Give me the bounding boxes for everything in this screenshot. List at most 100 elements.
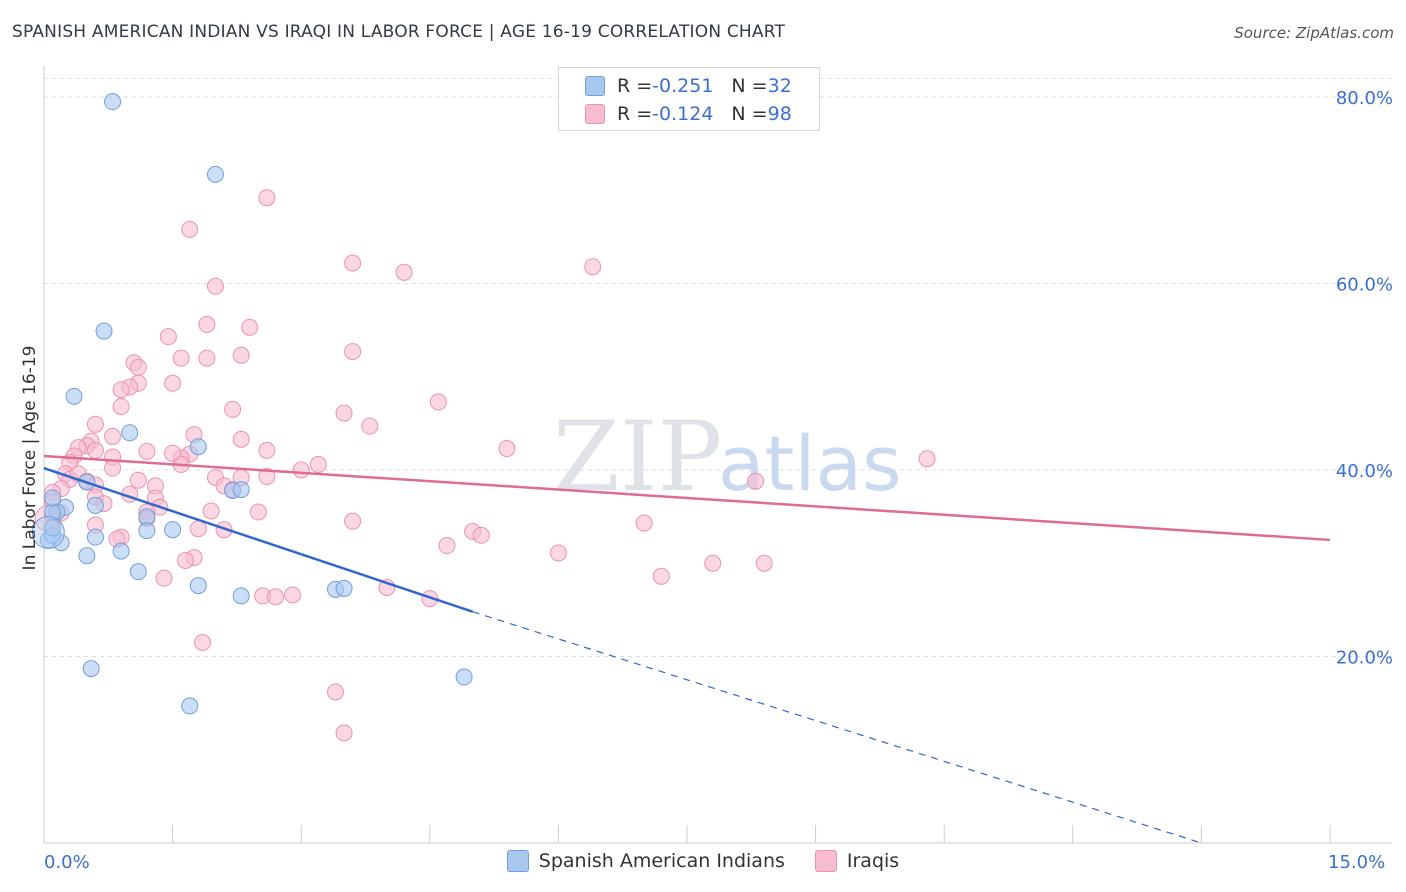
iraqis-point <box>747 472 765 490</box>
iraqis-point <box>189 520 207 538</box>
iraqis-point <box>181 220 199 238</box>
y-tick-label: 40.0% <box>1336 461 1393 482</box>
legend-n-label: N = <box>731 103 768 125</box>
spanish-american-indians-point <box>65 387 83 405</box>
iraqis-point <box>224 400 242 418</box>
spanish-american-indians-point <box>86 496 104 514</box>
iraqis-point <box>326 683 344 701</box>
iraqis-point <box>129 358 147 376</box>
axes <box>43 66 1392 844</box>
spanish-american-indians-trend-line <box>43 466 474 613</box>
iraqis-point <box>129 471 147 489</box>
series-legend: Spanish American Indians Iraqis <box>0 850 1406 872</box>
iraqis-point <box>112 381 130 399</box>
legend-r-value: -0.124 <box>652 103 714 125</box>
legend-r-label: R = <box>617 103 653 125</box>
iraqis-point <box>194 634 212 652</box>
watermark-atlas: atlas <box>718 419 902 508</box>
iraqis-point <box>198 316 216 334</box>
iraqis-point <box>292 461 310 479</box>
legend-row-iraqis: R = -0.124 N = 98 <box>585 101 792 127</box>
iraqis-point <box>258 468 276 486</box>
spanish-american-indians-point <box>138 522 156 540</box>
iraqis-point <box>918 450 936 468</box>
spanish-american-indians-point <box>112 542 130 560</box>
iraqis-point <box>164 444 182 462</box>
iraqis-point <box>344 254 362 272</box>
zipatlas-watermark: ZIP atlas <box>553 401 902 513</box>
iraqis-point <box>249 503 267 521</box>
source-credit: Source: ZipAtlas.com <box>1234 24 1394 42</box>
series-legend-item-spanish-american-indians: Spanish American Indians <box>506 850 785 872</box>
spanish-american-indians-point <box>82 660 100 678</box>
spanish-american-indians-point <box>455 668 473 686</box>
spanish-american-indians-point <box>121 424 139 442</box>
series-swatch-pink <box>814 850 837 872</box>
legend-n-value: 98 <box>767 103 792 125</box>
spanish-american-indians-point <box>44 489 62 507</box>
iraqis-point <box>335 404 353 422</box>
spanish-american-indians-point <box>104 93 122 111</box>
legend-n-value: 32 <box>767 75 792 97</box>
spanish-american-indians-point <box>86 528 104 546</box>
spanish-american-indians-points <box>31 93 473 715</box>
spanish-american-indians-point <box>129 563 147 581</box>
iraqis-point <box>138 442 156 460</box>
iraqis-point <box>164 374 182 392</box>
x-tick-label-max: 15.0% <box>1328 852 1386 873</box>
spanish-american-indians-point <box>232 587 250 605</box>
iraqis-point <box>498 440 516 458</box>
correlation-legend: R = -0.251 N = 32 R = -0.124 N = 98 <box>558 67 820 131</box>
iraqis-point <box>472 526 490 544</box>
iraqis-point <box>258 189 276 207</box>
watermark-zip: ZIP <box>553 401 722 513</box>
legend-n-label: N = <box>731 75 768 97</box>
series-legend-label: Spanish American Indians <box>538 850 785 872</box>
legend-swatch-pink <box>585 104 605 124</box>
iraqis-point <box>344 343 362 361</box>
iraqis-point <box>395 263 413 281</box>
legend-swatch-blue <box>585 76 605 96</box>
iraqis-point <box>86 415 104 433</box>
iraqis-point <box>172 349 190 367</box>
iraqis-point <box>335 724 353 742</box>
iraqis-point <box>284 586 302 604</box>
iraqis-point <box>549 544 567 562</box>
iraqis-point <box>232 430 250 448</box>
iraqis-point <box>361 417 379 435</box>
spanish-american-indians-point <box>78 547 96 565</box>
iraqis-point <box>104 459 122 477</box>
iraqis-point <box>155 569 173 587</box>
iraqis-point <box>202 502 220 520</box>
spanish-american-indians-point <box>95 322 113 340</box>
iraqis-point <box>241 318 259 336</box>
iraqis-point <box>309 455 327 473</box>
iraqis-point <box>704 554 722 572</box>
iraqis-point <box>258 441 276 459</box>
spanish-american-indians-point <box>232 481 250 499</box>
series-legend-label: Iraqis <box>846 850 900 872</box>
y-tick-label: 80.0% <box>1336 88 1393 109</box>
iraqis-point <box>635 514 653 532</box>
series-swatch-blue <box>506 850 529 872</box>
iraqis-point <box>438 537 456 555</box>
chart-title: SPANISH AMERICAN INDIAN VS IRAQI IN LABO… <box>12 22 786 42</box>
legend-row-spanish-american-indians: R = -0.251 N = 32 <box>585 73 792 99</box>
spanish-american-indians-cluster-point <box>31 515 65 549</box>
iraqis-point <box>344 512 362 530</box>
legend-r-label: R = <box>617 75 653 97</box>
iraqis-point <box>584 258 602 276</box>
spanish-american-indians-point <box>206 165 224 183</box>
iraqis-point <box>266 588 284 606</box>
iraqis-point <box>159 328 177 346</box>
y-tick-label: 60.0% <box>1336 275 1393 296</box>
iraqis-point <box>755 554 773 572</box>
iraqis-point <box>198 349 216 367</box>
spanish-american-indians-point <box>164 521 182 539</box>
iraqis-point <box>232 346 250 364</box>
y-tick-label: 20.0% <box>1336 648 1393 669</box>
spanish-american-indians-point <box>189 577 207 595</box>
y-tick-labels: 20.0% 40.0% 60.0% 80.0% <box>1336 88 1393 669</box>
iraqis-point <box>86 441 104 459</box>
